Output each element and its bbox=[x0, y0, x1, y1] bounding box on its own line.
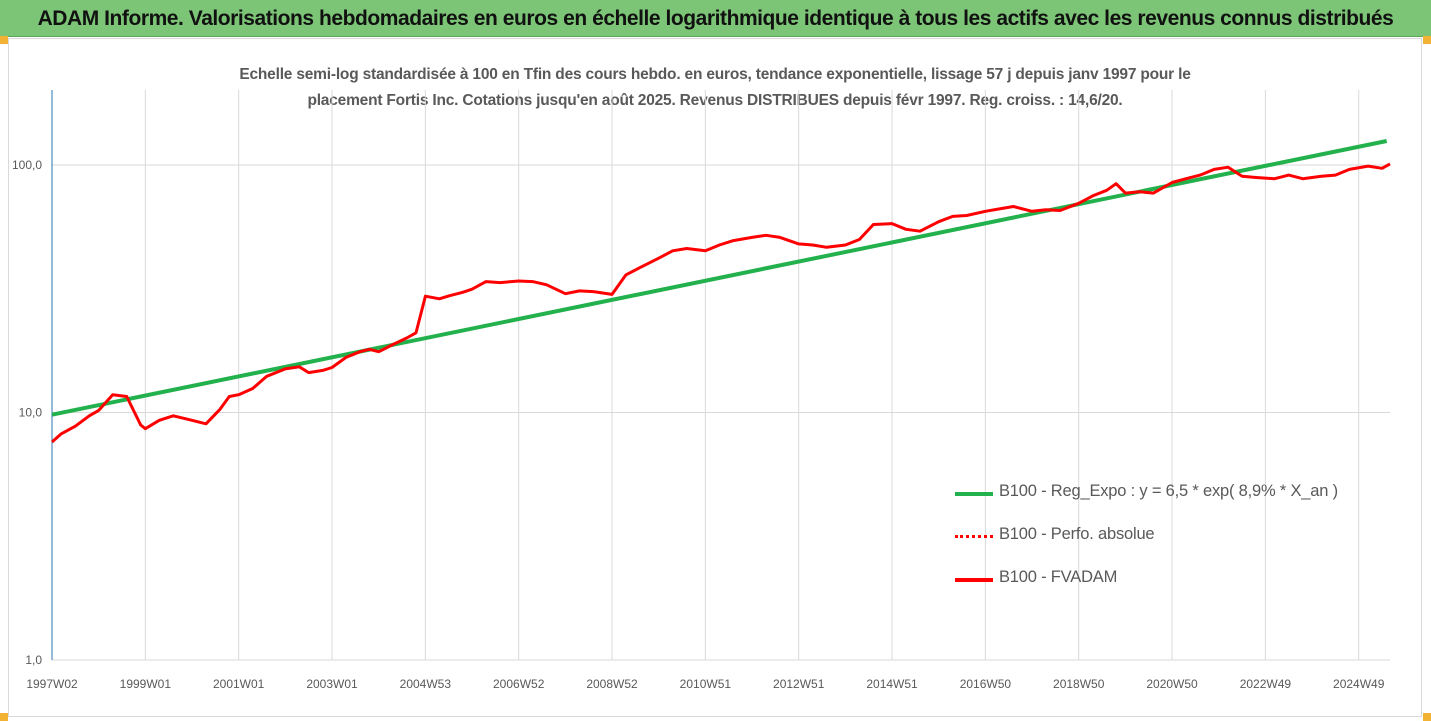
x-tick-label: 2010W51 bbox=[680, 677, 732, 691]
x-tick-label: 2001W01 bbox=[213, 677, 265, 691]
y-tick-label: 100,0 bbox=[12, 158, 42, 172]
header-title: ADAM Informe. Valorisations hebdomadaire… bbox=[37, 7, 1394, 30]
legend-swatch-fvadam bbox=[955, 578, 993, 582]
legend: B100 - Reg_Expo : y = 6,5 * exp( 8,9% * … bbox=[955, 478, 1395, 607]
x-tick-label: 1999W01 bbox=[120, 677, 172, 691]
x-tick-label: 2004W53 bbox=[400, 677, 452, 691]
x-tick-label: 2018W50 bbox=[1053, 677, 1105, 691]
corner-accent-bottom-right bbox=[1423, 713, 1431, 721]
x-tick-label: 2020W50 bbox=[1146, 677, 1198, 691]
x-tick-label: 2003W01 bbox=[306, 677, 358, 691]
trend-line-reg-expo bbox=[51, 139, 1388, 417]
legend-item-fvadam: B100 - FVADAM bbox=[955, 564, 1395, 607]
x-tick-label: 2006W52 bbox=[493, 677, 545, 691]
legend-swatch-reg-expo bbox=[955, 492, 993, 496]
header-bar: ADAM Informe. Valorisations hebdomadaire… bbox=[0, 0, 1431, 37]
corner-accent-top-right bbox=[1423, 36, 1431, 44]
legend-swatch-perfo-absolue bbox=[955, 535, 993, 538]
legend-label-fvadam: B100 - FVADAM bbox=[999, 568, 1118, 586]
x-tick-label: 2014W51 bbox=[866, 677, 918, 691]
series-lines bbox=[51, 139, 1391, 444]
corner-accent-bottom-left bbox=[0, 713, 8, 721]
series-line-fvadam bbox=[51, 162, 1391, 444]
corner-accent-top-left bbox=[0, 36, 8, 44]
x-tick-label: 2022W49 bbox=[1240, 677, 1292, 691]
chart-area bbox=[8, 38, 1422, 717]
x-tick-label: 2016W50 bbox=[960, 677, 1012, 691]
x-tick-label: 2008W52 bbox=[586, 677, 638, 691]
chart-title: Echelle semi-log standardisée à 100 en T… bbox=[150, 62, 1280, 114]
chart-title-line-1: Echelle semi-log standardisée à 100 en T… bbox=[239, 66, 1191, 83]
legend-label-perfo-absolue: B100 - Perfo. absolue bbox=[999, 525, 1155, 543]
tick-labels: 1997W02 1999W01 2001W01 2003W01 2004W53 2006W… bbox=[12, 158, 1385, 691]
legend-label-reg-expo: B100 - Reg_Expo : y = 6,5 * exp( 8,9% * … bbox=[999, 482, 1338, 500]
legend-item-reg-expo: B100 - Reg_Expo : y = 6,5 * exp( 8,9% * … bbox=[955, 478, 1395, 521]
legend-item-perfo-absolue: B100 - Perfo. absolue bbox=[955, 521, 1395, 564]
y-tick-label: 10,0 bbox=[19, 406, 43, 420]
x-tick-label: 2012W51 bbox=[773, 677, 825, 691]
x-tick-label: 2024W49 bbox=[1333, 677, 1385, 691]
x-tick-label: 1997W02 bbox=[26, 677, 78, 691]
y-tick-label: 1,0 bbox=[25, 653, 42, 667]
chart-title-line-2: placement Fortis Inc. Cotations jusqu'en… bbox=[307, 92, 1123, 109]
